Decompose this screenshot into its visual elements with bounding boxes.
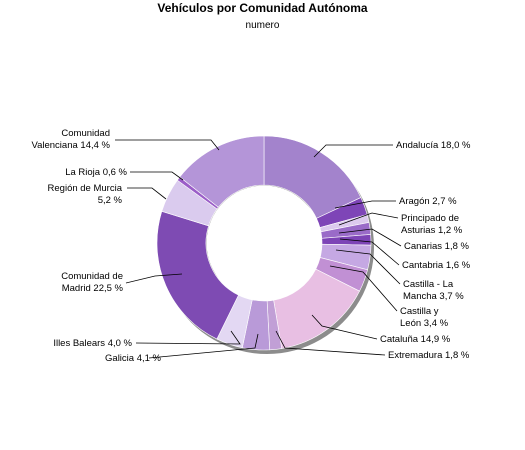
slice-label: Cataluña 14,9 %: [380, 334, 451, 345]
slice-label: La Rioja 0,6 %: [65, 167, 127, 178]
slice-comunidad-de-madrid[interactable]: [156, 210, 239, 340]
leader-line: [125, 273, 183, 284]
leader-line: [311, 314, 378, 340]
leader-line: [275, 330, 386, 356]
leader-line: [130, 171, 184, 181]
slice-label: Andalucía 18,0 %: [396, 140, 471, 151]
leader-line: [329, 265, 398, 312]
slice-label: Comunidad de Madrid 22,5 %: [61, 271, 123, 294]
chart-title: Vehículos por Comunidad Autónoma: [157, 1, 368, 15]
leader-line: [338, 228, 402, 247]
leader-line: [338, 212, 399, 226]
leader-line: [148, 333, 259, 359]
slice-label: Principado de Asturias 1,2 %: [401, 213, 463, 236]
slice-label: Región de Murcia 5,2 %: [48, 183, 123, 206]
leader-line: [135, 330, 241, 345]
slice-label: Comunidad Valenciana 14,4 %: [31, 128, 110, 151]
slice-label: Castilla - La Mancha 3,7 %: [403, 279, 464, 302]
leader-line: [335, 249, 401, 285]
slice-label: Extremadura 1,8 %: [388, 350, 470, 361]
slice-label: Aragón 2,7 %: [399, 196, 457, 207]
slice-label: Canarias 1,8 %: [404, 241, 470, 252]
slice-comunidad-valenciana[interactable]: [179, 135, 265, 208]
leader-line: [334, 200, 396, 209]
leader-line: [313, 144, 393, 158]
leader-line: [339, 238, 400, 266]
slice-label: Galicia 4,1 %: [105, 353, 162, 364]
slice-label: Cantabria 1,6 %: [402, 260, 471, 271]
slice-label: Castilla y León 3,4 %: [400, 306, 449, 329]
leader-line: [115, 139, 220, 151]
leader-line: [127, 187, 167, 200]
donut-hole: [206, 185, 322, 301]
slice-label: Illes Balears 4,0 %: [53, 338, 132, 349]
chart-subtitle: numero: [245, 20, 280, 31]
